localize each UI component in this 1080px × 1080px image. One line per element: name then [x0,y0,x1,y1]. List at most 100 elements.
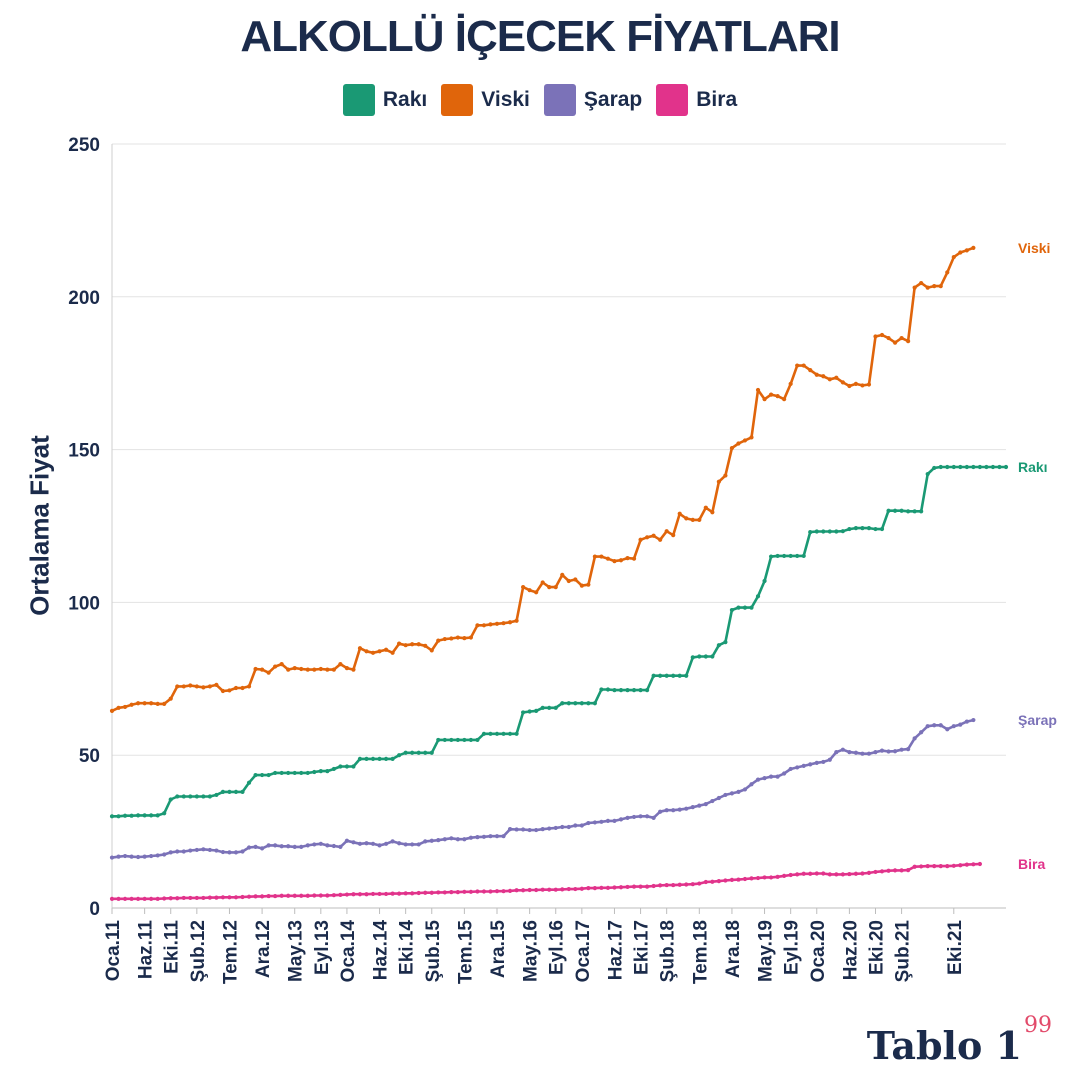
data-point [964,719,969,724]
data-point [397,641,402,646]
data-point [618,558,624,563]
data-point [292,666,297,671]
legend-item-bira[interactable]: Bira [656,84,737,116]
data-point [566,701,571,706]
data-point [716,879,721,884]
data-point [449,636,454,641]
data-point [168,850,173,855]
data-point [821,529,826,534]
data-point [560,824,565,830]
data-point [181,794,186,799]
data-point [879,748,885,753]
data-point [775,553,780,559]
data-point [527,827,532,833]
data-point [964,862,969,867]
data-point [736,441,741,446]
data-point [644,535,650,540]
data-point [860,526,865,531]
data-point [919,730,924,735]
data-point [775,874,780,879]
x-tick-label: Şub.18 [658,920,679,982]
data-point [233,895,239,900]
legend-item-sarap[interactable]: Şarap [543,84,642,116]
data-point [729,877,735,882]
data-point [436,890,441,895]
data-point [703,801,708,807]
data-point [207,794,212,799]
data-point [625,555,630,561]
data-point [892,868,898,873]
data-point [547,705,552,710]
data-point [344,892,350,897]
data-point [540,827,545,832]
data-point [214,792,219,798]
data-point [677,511,682,516]
data-point [644,814,650,819]
data-point [403,842,408,847]
data-point [429,838,434,843]
legend-item-raki[interactable]: Rakı [342,84,427,116]
data-point [462,837,467,842]
data-point [429,648,434,653]
data-point [370,756,376,761]
data-point [227,850,232,855]
data-point [612,818,617,824]
data-point [755,777,761,782]
data-point [658,537,663,542]
data-point [671,808,676,813]
data-point [325,893,330,898]
data-point [201,685,206,690]
data-point [906,868,911,873]
data-point [233,789,239,794]
data-point [951,724,956,729]
data-point [318,768,323,774]
data-point [299,666,304,672]
data-point [488,731,493,736]
data-point [945,464,950,470]
data-point [240,789,245,794]
data-point [357,892,363,897]
data-point [736,789,741,794]
data-point [579,583,584,588]
data-point [945,727,950,732]
data-point [325,843,330,848]
data-point [468,835,474,840]
data-point [840,380,845,385]
data-point [390,756,395,761]
data-point [436,737,441,743]
data-point [605,556,611,561]
data-point [821,871,826,876]
data-point [925,471,930,477]
data-point [586,582,591,587]
data-point [155,701,160,706]
data-point [286,770,291,776]
data-point [507,731,513,736]
data-point [351,764,356,769]
data-point [899,868,904,873]
data-point [142,896,147,901]
data-point [188,794,193,799]
legend-label-viski: Viski [481,88,530,111]
data-point [638,537,643,542]
data-point [188,895,193,901]
data-point [808,368,813,373]
data-point [716,795,721,801]
data-point [129,854,134,859]
data-point [638,884,643,889]
data-point [540,580,545,585]
legend-item-viski[interactable]: Viski [441,84,530,116]
x-tick-label: Haz.14 [371,920,392,981]
data-point [540,887,545,892]
data-point [364,649,369,654]
data-point [240,849,245,854]
x-tick-label: Oca.17 [573,920,594,982]
data-point [912,285,917,290]
data-point [534,887,539,893]
data-point [827,872,832,877]
data-point [742,876,748,882]
data-point [214,682,219,688]
data-point [834,872,839,877]
data-point [801,363,806,368]
data-point [312,769,317,775]
